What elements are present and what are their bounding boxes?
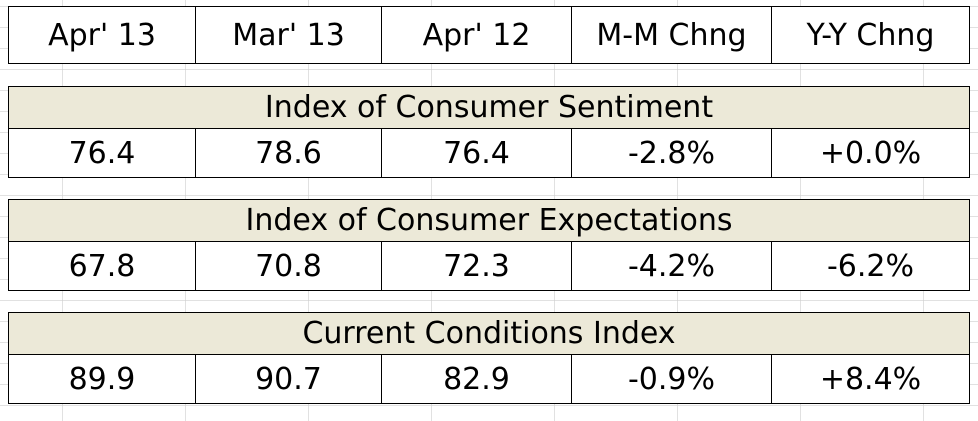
value-cell: 70.8 — [196, 242, 382, 291]
data-row-current-conditions: 89.9 90.7 82.9 -0.9% +8.4% — [8, 355, 970, 404]
value-cell: 76.4 — [8, 129, 196, 178]
value-cell: -0.9% — [572, 355, 772, 404]
column-header-apr-12: Apr' 12 — [382, 6, 572, 64]
column-header-apr-13: Apr' 13 — [8, 6, 196, 64]
value-cell: 89.9 — [8, 355, 196, 404]
section-title-consumer-sentiment: Index of Consumer Sentiment — [8, 86, 970, 129]
value-cell: 78.6 — [196, 129, 382, 178]
consumer-sentiment-table: Apr' 13 Mar' 13 Apr' 12 M-M Chng Y-Y Chn… — [8, 6, 970, 416]
value-cell: -6.2% — [772, 242, 970, 291]
column-header-mar-13: Mar' 13 — [196, 6, 382, 64]
value-cell: 72.3 — [382, 242, 572, 291]
value-cell: +8.4% — [772, 355, 970, 404]
value-cell: -4.2% — [572, 242, 772, 291]
value-cell: 67.8 — [8, 242, 196, 291]
section-title-current-conditions: Current Conditions Index — [8, 312, 970, 355]
data-row-consumer-sentiment: 76.4 78.6 76.4 -2.8% +0.0% — [8, 129, 970, 178]
column-header-row: Apr' 13 Mar' 13 Apr' 12 M-M Chng Y-Y Chn… — [8, 6, 970, 64]
value-cell: +0.0% — [772, 129, 970, 178]
value-cell: 90.7 — [196, 355, 382, 404]
column-header-m-m-change: M-M Chng — [572, 6, 772, 64]
value-cell: 82.9 — [382, 355, 572, 404]
column-header-y-y-change: Y-Y Chng — [772, 6, 970, 64]
data-row-consumer-expectations: 67.8 70.8 72.3 -4.2% -6.2% — [8, 242, 970, 291]
value-cell: 76.4 — [382, 129, 572, 178]
section-title-consumer-expectations: Index of Consumer Expectations — [8, 199, 970, 242]
value-cell: -2.8% — [572, 129, 772, 178]
